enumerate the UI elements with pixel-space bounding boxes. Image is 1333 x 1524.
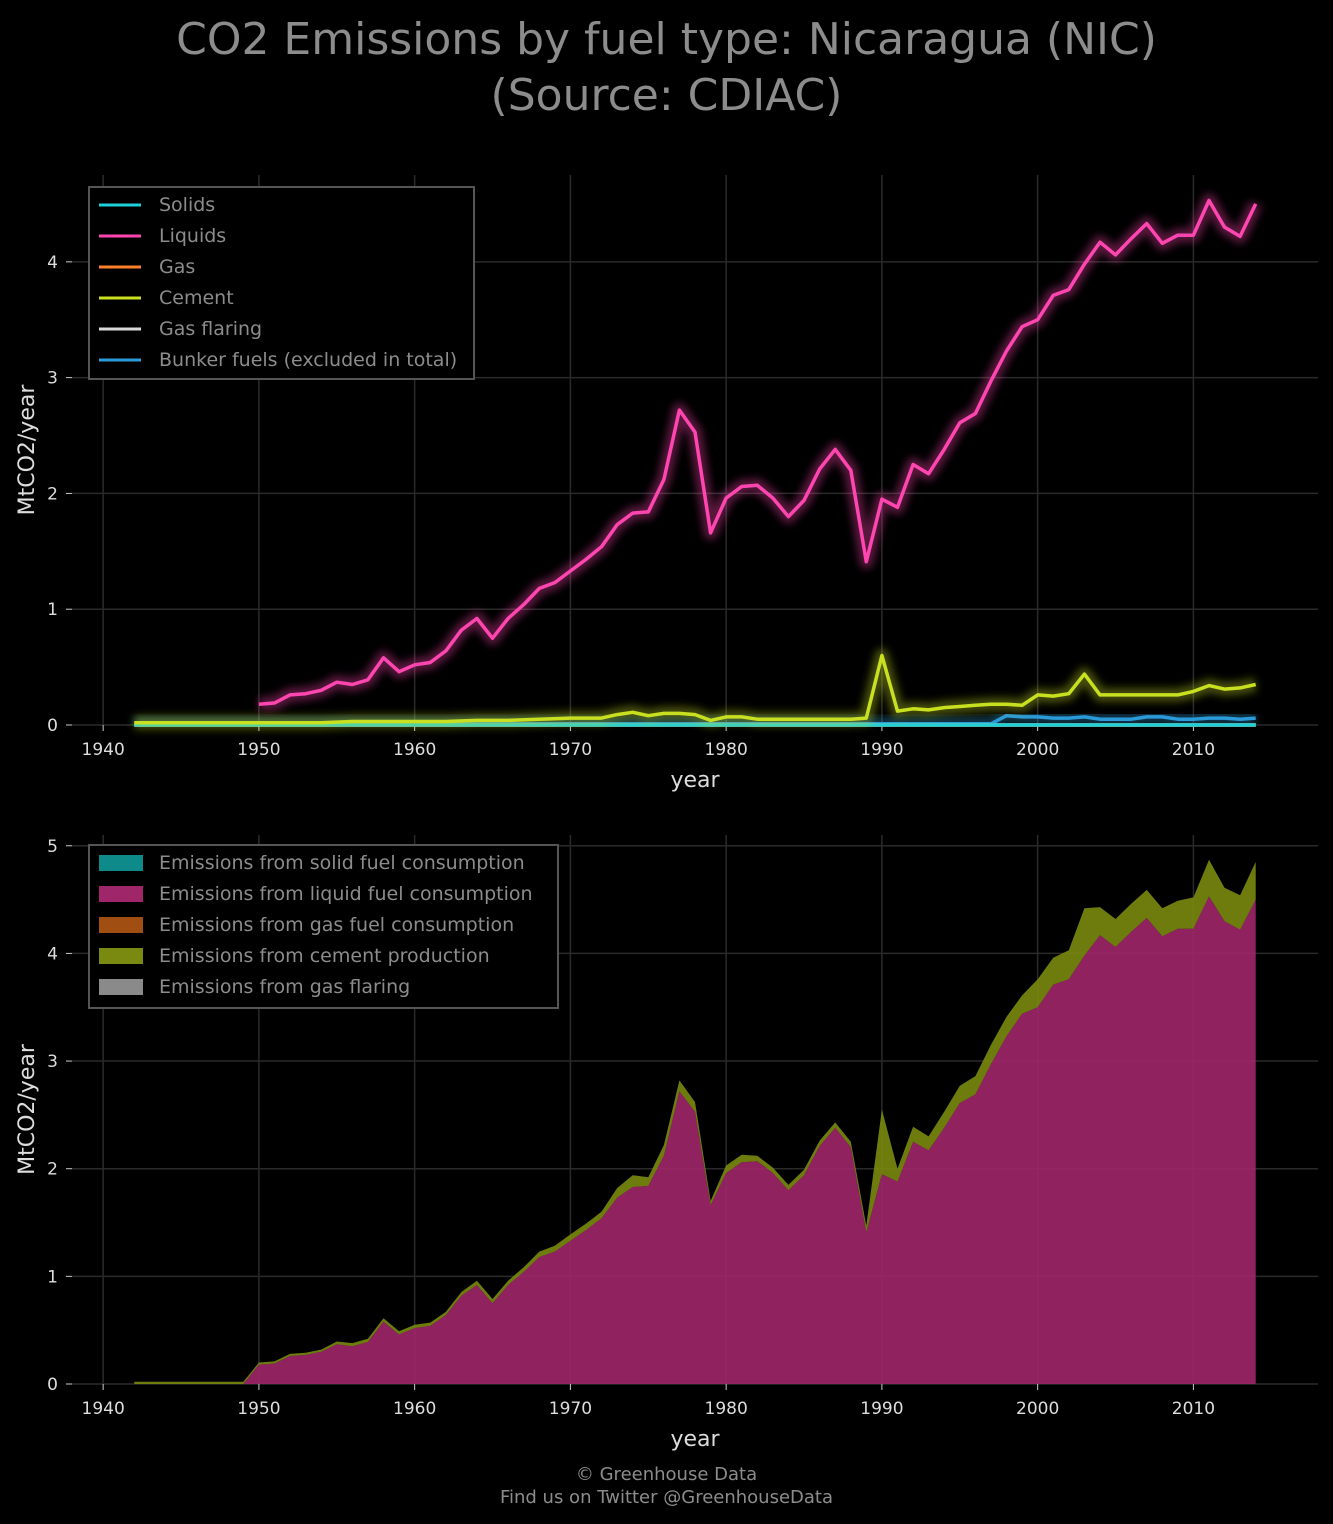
bottom-legend: Emissions from solid fuel consumption Emi… <box>88 844 559 1009</box>
top-xtick-label: 1980 <box>705 740 748 760</box>
bottom-legend-swatch <box>99 886 143 902</box>
chart-title: CO2 Emissions by fuel type: Nicaragua (N… <box>176 14 1157 65</box>
bottom-legend-frame <box>88 844 559 1009</box>
top-xtick-label: 1950 <box>237 740 280 760</box>
top-legend-label: Gas <box>159 256 195 278</box>
top-xtick-label: 1960 <box>393 740 436 760</box>
top-xtick-label: 2010 <box>1172 740 1215 760</box>
bottom-xtick-label: 1940 <box>82 1399 125 1419</box>
top-ytick-label: 0 <box>47 716 58 736</box>
top-xlabel: year <box>670 768 720 793</box>
series-line-liquids <box>258 198 1258 706</box>
top-legend-label: Gas flaring <box>159 318 262 340</box>
bottom-xtick-label: 1950 <box>237 1399 280 1419</box>
bottom-ytick-label: 1 <box>47 1267 58 1287</box>
bottom-legend-swatch <box>99 917 143 933</box>
bottom-legend-label: Emissions from gas flaring <box>159 976 410 998</box>
area-emissions-from-liquid-fuel-consumption <box>134 896 1256 1384</box>
bottom-xlabel: year <box>670 1427 720 1452</box>
top-ytick-label: 2 <box>47 484 58 504</box>
bottom-legend-label: Emissions from solid fuel consumption <box>159 852 525 874</box>
top-ylabel: MtCO2/year <box>15 384 40 516</box>
top-xtick-label: 1970 <box>549 740 592 760</box>
top-legend-frame <box>88 186 475 380</box>
bottom-ytick-label: 3 <box>47 1052 58 1072</box>
top-ytick-label: 1 <box>47 600 58 620</box>
bottom-xtick-label: 1990 <box>860 1399 903 1419</box>
bottom-legend-label: Emissions from cement production <box>159 945 490 967</box>
line-chart: 1940 1950 1960 1970 1980 1990 2000 2010 0 1 2 3 4 yea… <box>15 175 1318 793</box>
footer-copyright: © Greenhouse Data <box>575 1464 758 1485</box>
top-legend-label: Solids <box>159 194 215 216</box>
top-legend: Solids Liquids Gas Cement Gas flaring Bunker … <box>88 186 475 380</box>
bottom-ytick-label: 5 <box>47 837 58 857</box>
bottom-legend-swatch <box>99 855 143 871</box>
series-line-cement <box>134 653 1257 725</box>
bottom-legend-swatch <box>99 979 143 995</box>
bottom-ytick-label: 2 <box>47 1160 58 1180</box>
bottom-legend-label: Emissions from gas fuel consumption <box>159 914 514 936</box>
chart-subtitle: (Source: CDIAC) <box>490 70 843 121</box>
bottom-legend-label: Emissions from liquid fuel consumption <box>159 883 533 905</box>
bottom-xtick-label: 1960 <box>393 1399 436 1419</box>
bottom-xtick-label: 2010 <box>1172 1399 1215 1419</box>
footer-twitter: Find us on Twitter @GreenhouseData <box>499 1487 834 1508</box>
top-legend-label: Bunker fuels (excluded in total) <box>159 349 457 371</box>
bottom-ytick-label: 4 <box>47 944 58 964</box>
top-legend-label: Cement <box>159 287 234 309</box>
bottom-ylabel: MtCO2/year <box>15 1043 40 1175</box>
top-ytick-label: 3 <box>47 369 58 389</box>
bottom-xtick-label: 2000 <box>1016 1399 1059 1419</box>
top-xtick-label: 1990 <box>860 740 903 760</box>
stacked-area-chart: 1940 1950 1960 1970 1980 1990 2000 2010 0 1 2 3 4 5 ye… <box>15 835 1318 1452</box>
bottom-ytick-label: 0 <box>47 1375 58 1395</box>
top-xtick-label: 1940 <box>82 740 125 760</box>
area-emissions-from-cement-production <box>134 859 1256 1384</box>
top-ytick-label: 4 <box>47 253 58 273</box>
bottom-xtick-label: 1970 <box>549 1399 592 1419</box>
bottom-legend-swatch <box>99 948 143 964</box>
top-legend-label: Liquids <box>159 225 226 247</box>
top-xtick-label: 2000 <box>1016 740 1059 760</box>
bottom-xtick-label: 1980 <box>705 1399 748 1419</box>
